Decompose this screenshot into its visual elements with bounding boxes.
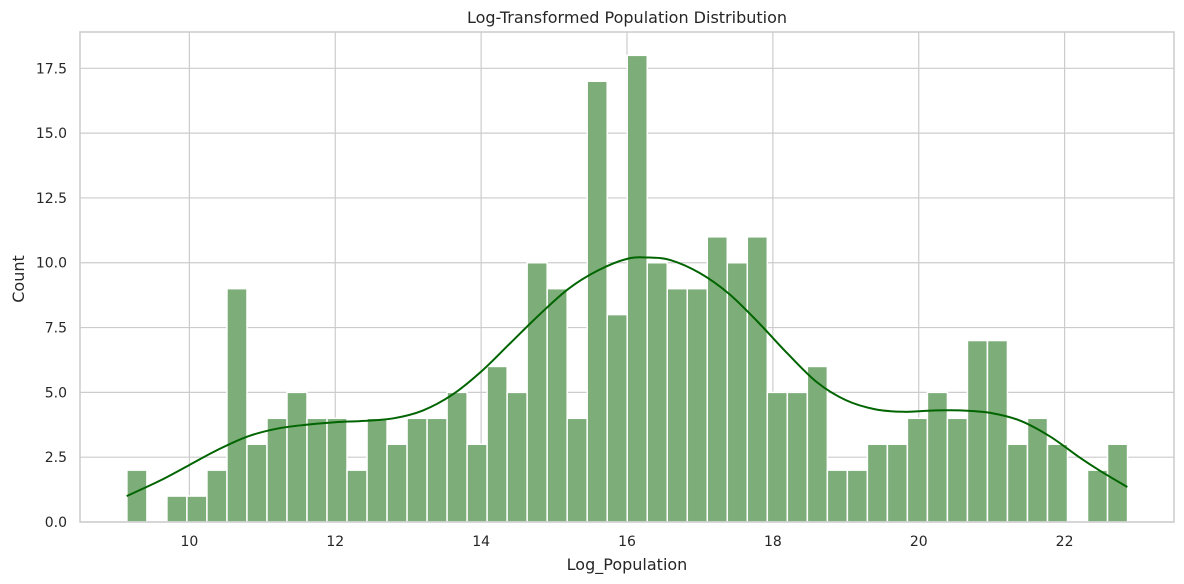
histogram-bar <box>366 417 388 523</box>
y-axis-label: Count <box>9 255 28 303</box>
y-axis-ticks: 0.0 2.5 5.0 7.5 10.0 12.5 15.0 17.5 <box>36 61 67 531</box>
histogram-bar <box>326 417 348 523</box>
histogram-bar <box>446 391 468 523</box>
plot-frame <box>79 31 1175 523</box>
y-tick-label: 15.0 <box>36 126 67 142</box>
y-tick-label: 10.0 <box>36 256 67 272</box>
histogram-bar <box>386 443 408 523</box>
histogram-bar <box>986 339 1009 523</box>
histogram-bar <box>766 391 789 523</box>
histogram-bar <box>786 391 809 523</box>
plot-border <box>79 31 1175 523</box>
histogram-bar <box>646 261 668 523</box>
histogram-bar <box>966 339 989 523</box>
chart-title: Log-Transformed Population Distribution <box>467 8 787 27</box>
histogram-bar <box>866 443 889 523</box>
histogram-bar <box>926 391 949 523</box>
histogram-bar <box>846 469 869 523</box>
histogram-bar <box>426 417 448 523</box>
histogram-bar <box>226 287 248 523</box>
histogram-bar <box>666 287 689 523</box>
histogram-bar <box>466 443 488 523</box>
histogram-bar <box>906 417 929 523</box>
histogram-bar <box>506 391 528 523</box>
histogram-bar <box>826 469 849 523</box>
histogram-bar <box>346 469 368 523</box>
histogram-bar <box>406 417 428 523</box>
y-tick-label: 17.5 <box>36 61 67 77</box>
histogram-bar <box>306 417 328 523</box>
histogram-bar <box>1086 469 1109 523</box>
histogram-bar <box>1006 443 1029 523</box>
histogram-bar <box>746 236 769 523</box>
x-tick-label: 18 <box>764 534 782 550</box>
y-tick-label: 2.5 <box>45 450 67 466</box>
y-tick-label: 12.5 <box>36 191 67 207</box>
x-axis-ticks: 10 12 14 16 18 20 22 <box>180 534 1073 550</box>
histogram-bar <box>686 287 709 523</box>
histogram-bar <box>886 443 909 523</box>
x-tick-label: 22 <box>1056 534 1074 550</box>
y-tick-label: 7.5 <box>45 321 67 337</box>
histogram-bar <box>546 287 568 523</box>
histogram-bar <box>626 54 648 523</box>
histogram-bar <box>246 443 268 523</box>
histogram-bar <box>946 417 969 523</box>
histogram-bar <box>486 365 508 523</box>
x-tick-label: 14 <box>472 534 490 550</box>
histogram-bars <box>126 54 1129 523</box>
histogram-bar <box>186 495 208 523</box>
y-tick-label: 0.0 <box>45 515 67 531</box>
histogram-bar <box>206 469 228 523</box>
histogram-bar <box>806 365 829 523</box>
histogram-bar <box>126 469 148 523</box>
histogram-bar <box>286 391 308 523</box>
x-axis-label: Log_Population <box>567 555 688 575</box>
histogram-bar <box>166 495 188 523</box>
histogram-bar <box>526 261 548 523</box>
histogram-bar <box>566 417 588 523</box>
histogram-bar <box>606 313 628 523</box>
x-tick-label: 16 <box>618 534 636 550</box>
histogram-bar <box>266 417 288 523</box>
y-tick-label: 5.0 <box>45 385 67 401</box>
histogram-bar <box>1046 443 1069 523</box>
kde-curve <box>126 256 1128 497</box>
x-tick-label: 10 <box>180 534 198 550</box>
histogram-bar <box>586 80 608 523</box>
x-tick-label: 12 <box>326 534 344 550</box>
histogram-bar <box>1106 443 1129 523</box>
x-tick-label: 20 <box>910 534 928 550</box>
